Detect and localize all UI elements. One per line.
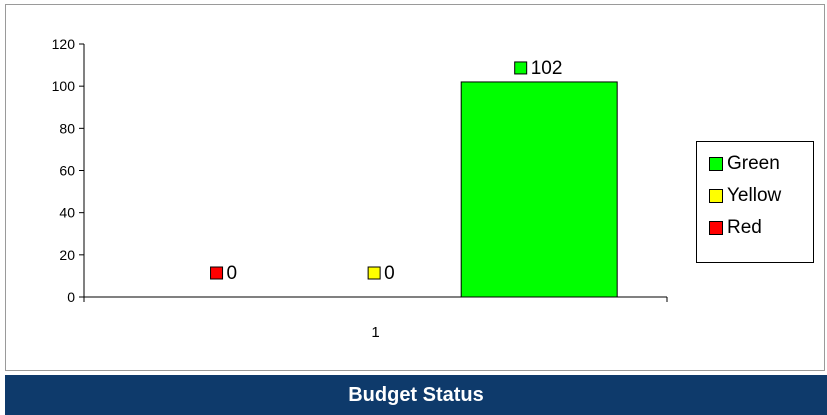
y-tick-label: 120: [52, 36, 76, 52]
y-tick-label: 100: [52, 78, 76, 94]
legend-label-yellow: Yellow: [727, 185, 782, 206]
y-tick-label: 0: [67, 289, 75, 305]
data-label-key-green: [514, 61, 528, 75]
y-tick-label: 20: [59, 247, 75, 263]
y-tick-label: 60: [59, 163, 75, 179]
y-tick-label: 40: [59, 205, 75, 221]
data-label-green: 102: [531, 58, 563, 79]
legend-item-yellow: Yellow: [709, 180, 813, 212]
legend-label-green: Green: [727, 153, 780, 174]
chart-legend: Green Yellow Red: [696, 141, 814, 263]
chart-frame: 0 20 40 60 80 100 120 1 0 0 102 Green Yellow Red: [5, 4, 825, 371]
bar-green: [460, 81, 618, 298]
legend-swatch-red: [709, 221, 723, 235]
data-label-yellow: 0: [384, 263, 395, 284]
data-label-key-yellow: [367, 266, 381, 280]
legend-item-red: Red: [709, 212, 813, 244]
legend-swatch-green: [709, 157, 723, 171]
legend-swatch-yellow: [709, 189, 723, 203]
legend-label-red: Red: [727, 217, 762, 238]
chart-footer-title: Budget Status: [5, 375, 827, 415]
x-tick-label: 1: [371, 324, 379, 341]
data-label-key-red: [210, 266, 224, 280]
y-tick-label: 80: [59, 120, 75, 136]
legend-item-green: Green: [709, 148, 813, 180]
data-label-red: 0: [227, 263, 238, 284]
